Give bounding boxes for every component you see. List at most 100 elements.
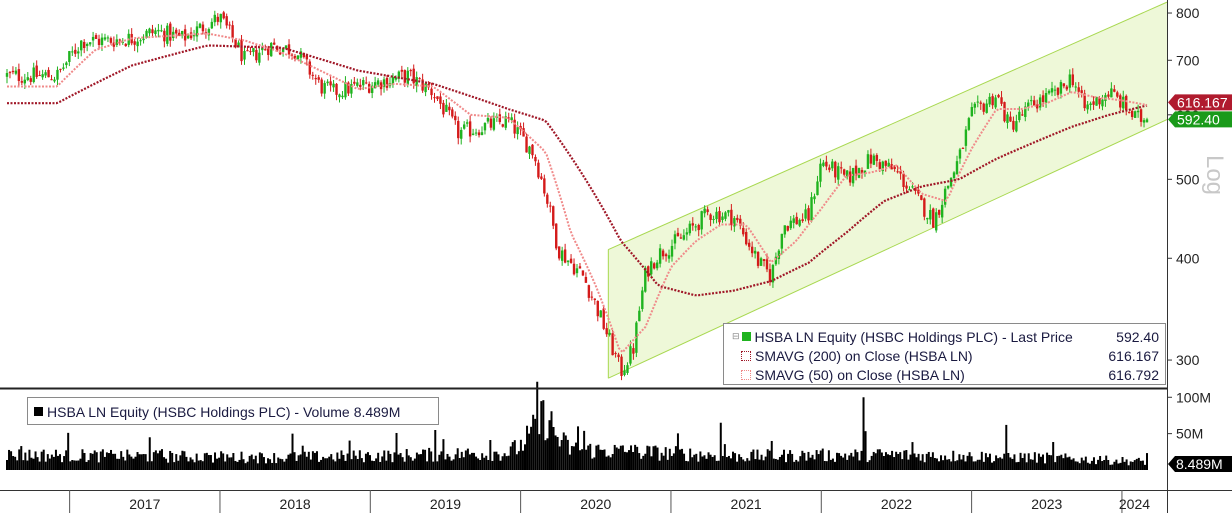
volume-bar bbox=[1109, 464, 1112, 470]
volume-bar bbox=[823, 460, 826, 470]
price-candle-body bbox=[326, 81, 329, 84]
volume-bar bbox=[124, 460, 127, 470]
price-candle-body bbox=[537, 162, 540, 178]
volume-bar bbox=[577, 426, 580, 470]
legend-label-sma50: SMAVG (50) on Close (HSBA LN) bbox=[755, 366, 965, 383]
legend-value-sma200: 616.167 bbox=[1108, 347, 1159, 364]
price-candle-body bbox=[400, 69, 404, 72]
price-candle-body bbox=[982, 103, 985, 112]
volume-bar bbox=[962, 454, 965, 470]
volume-bar bbox=[919, 460, 922, 470]
volume-bar bbox=[1090, 460, 1093, 470]
volume-bar bbox=[950, 461, 953, 470]
price-candle-body bbox=[736, 217, 739, 221]
volume-bar bbox=[99, 451, 102, 470]
price-candle-body bbox=[296, 55, 300, 60]
volume-bar bbox=[831, 458, 834, 470]
volume-bar bbox=[485, 455, 488, 470]
price-candle-body bbox=[460, 129, 463, 139]
volume-bar bbox=[346, 453, 349, 470]
price-candle-body bbox=[118, 39, 122, 41]
price-candle-body bbox=[881, 161, 884, 172]
volume-bar bbox=[426, 461, 429, 470]
price-candle-body bbox=[284, 45, 288, 49]
volume-bar bbox=[560, 440, 563, 470]
volume-bar bbox=[615, 447, 618, 470]
volume-bar bbox=[1146, 453, 1148, 470]
volume-bar bbox=[648, 446, 651, 470]
price-candle-body bbox=[32, 67, 35, 83]
volume-bar bbox=[519, 439, 522, 470]
volume-bar bbox=[988, 453, 991, 470]
volume-bar bbox=[54, 449, 57, 470]
volume-bar bbox=[189, 457, 192, 470]
volume-bar bbox=[334, 461, 337, 470]
price-candle-body bbox=[166, 25, 169, 44]
volume-bar bbox=[1031, 459, 1034, 470]
price-y-tick-label: 400 bbox=[1176, 250, 1200, 266]
volume-bar bbox=[383, 450, 386, 470]
price-candle-body bbox=[762, 259, 766, 261]
volume-bar bbox=[238, 459, 241, 470]
price-candle-body bbox=[543, 178, 546, 194]
price-candle-body bbox=[679, 237, 683, 239]
volume-bar bbox=[976, 459, 979, 470]
volume-bar bbox=[725, 457, 728, 470]
volume-bar bbox=[931, 452, 934, 470]
price-candle-body bbox=[308, 61, 312, 75]
volume-bar bbox=[652, 446, 655, 470]
volume-bar bbox=[83, 452, 86, 470]
legend-swatch-sma50 bbox=[741, 369, 751, 380]
price-candle-body bbox=[281, 48, 285, 53]
price-candle-body bbox=[525, 136, 528, 153]
price-candle-body bbox=[353, 81, 356, 84]
volume-bar bbox=[322, 456, 325, 470]
price-candle-body bbox=[819, 163, 822, 182]
price-candle-body bbox=[549, 205, 552, 207]
volume-bar bbox=[1072, 458, 1075, 470]
volume-bar bbox=[960, 459, 963, 470]
price-candle-body bbox=[207, 29, 211, 36]
volume-bar bbox=[585, 449, 588, 470]
price-candle-body bbox=[1119, 95, 1122, 108]
volume-bar bbox=[475, 456, 478, 470]
volume-bar bbox=[797, 461, 800, 470]
volume-bar bbox=[636, 446, 639, 470]
volume-bar bbox=[150, 461, 153, 470]
sma-200-price-tag-text: 616.167 bbox=[1177, 94, 1228, 110]
volume-bar bbox=[52, 456, 55, 470]
price-candle-body bbox=[270, 42, 273, 57]
volume-bar bbox=[340, 450, 343, 470]
volume-bar bbox=[222, 453, 225, 470]
volume-legend: HSBA LN Equity (HSBC Holdings PLC) - Vol… bbox=[27, 397, 439, 425]
volume-bar bbox=[311, 451, 314, 470]
volume-bar bbox=[844, 453, 847, 470]
volume-bar bbox=[293, 452, 296, 470]
price-candle-body bbox=[231, 25, 234, 38]
volume-bar bbox=[371, 460, 374, 470]
volume-bar bbox=[1021, 458, 1024, 470]
volume-bar bbox=[134, 456, 137, 470]
volume-bar bbox=[707, 452, 710, 470]
volume-bar bbox=[446, 453, 449, 470]
volume-bar bbox=[14, 456, 17, 470]
volume-bar bbox=[199, 460, 202, 470]
volume-bar bbox=[895, 451, 898, 470]
volume-bar bbox=[795, 459, 798, 470]
volume-bar bbox=[26, 460, 29, 470]
volume-bar bbox=[103, 456, 106, 470]
price-candle-body bbox=[673, 234, 677, 244]
price-candle-body bbox=[842, 169, 846, 175]
price-candle-body bbox=[946, 185, 950, 189]
volume-bar bbox=[566, 439, 569, 470]
volume-bar bbox=[142, 454, 145, 470]
volume-bar bbox=[254, 455, 257, 470]
volume-bar bbox=[695, 453, 698, 470]
legend-value-price: 592.40 bbox=[1116, 328, 1159, 345]
volume-bar bbox=[338, 458, 341, 470]
volume-bar bbox=[375, 458, 378, 470]
volume-bar bbox=[719, 422, 722, 470]
price-candle-body bbox=[1059, 82, 1063, 94]
volume-bar bbox=[505, 456, 508, 470]
volume-bar bbox=[209, 455, 212, 470]
